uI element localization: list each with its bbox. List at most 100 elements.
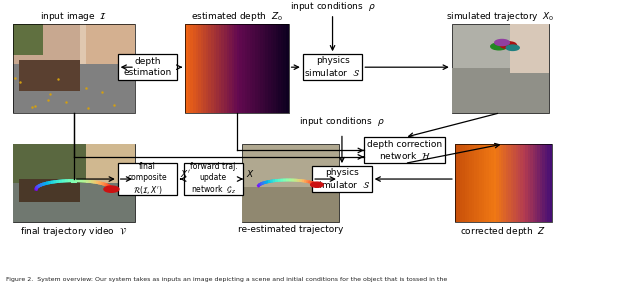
Bar — [486, 144, 489, 222]
Text: input conditions  $\rho$: input conditions $\rho$ — [299, 115, 385, 128]
Bar — [271, 24, 273, 113]
Text: physics
simulator  $\mathcal{S}$: physics simulator $\mathcal{S}$ — [314, 168, 370, 190]
Bar — [540, 144, 542, 222]
Bar — [273, 24, 276, 113]
Bar — [242, 24, 244, 113]
Bar — [13, 24, 135, 113]
Bar — [477, 144, 479, 222]
Bar — [472, 144, 474, 222]
Bar — [184, 163, 243, 195]
Bar — [364, 138, 445, 163]
Circle shape — [506, 45, 519, 51]
Bar — [550, 144, 552, 222]
Bar — [201, 24, 204, 113]
Bar — [462, 144, 465, 222]
Bar — [193, 24, 195, 113]
Bar — [252, 24, 255, 113]
Bar — [496, 144, 499, 222]
Text: depth
estimation: depth estimation — [124, 58, 172, 77]
Bar — [516, 144, 518, 222]
Bar — [452, 24, 549, 113]
Text: final trajectory video  $\mathcal{V}$: final trajectory video $\mathcal{V}$ — [20, 225, 127, 238]
Bar — [185, 24, 188, 113]
Bar — [224, 24, 227, 113]
Bar — [513, 144, 516, 222]
Bar — [518, 144, 520, 222]
Bar — [221, 24, 224, 113]
Bar — [452, 68, 549, 113]
Bar — [185, 24, 289, 113]
Text: simulated trajectory  $X_0$: simulated trajectory $X_0$ — [446, 10, 555, 23]
Bar — [523, 144, 525, 222]
Bar — [214, 24, 216, 113]
Bar — [247, 24, 250, 113]
Text: depth correction
network  $\mathcal{H}$: depth correction network $\mathcal{H}$ — [367, 140, 442, 161]
Bar — [234, 24, 237, 113]
Bar — [255, 24, 257, 113]
Text: input image  $\mathcal{I}$: input image $\mathcal{I}$ — [40, 10, 108, 23]
Bar — [219, 24, 221, 113]
Bar — [510, 24, 549, 73]
Bar — [545, 144, 547, 222]
Bar — [538, 144, 540, 222]
Text: forward traj.
update
network  $\mathcal{G}_z$: forward traj. update network $\mathcal{G… — [189, 162, 237, 196]
Bar — [535, 144, 538, 222]
Bar — [528, 144, 530, 222]
Bar — [19, 179, 80, 202]
Bar — [525, 144, 528, 222]
Text: physics
simulator  $\mathcal{S}$: physics simulator $\mathcal{S}$ — [305, 56, 360, 78]
Bar — [13, 183, 135, 222]
Bar — [13, 24, 80, 64]
Bar — [206, 24, 209, 113]
Bar — [501, 144, 504, 222]
Bar — [86, 24, 135, 86]
Bar — [532, 144, 535, 222]
Bar — [227, 24, 229, 113]
Bar — [457, 144, 460, 222]
Bar — [504, 144, 506, 222]
Text: estimated depth  $Z_0$: estimated depth $Z_0$ — [191, 10, 283, 23]
Text: input conditions  $\rho$: input conditions $\rho$ — [290, 0, 376, 12]
Bar — [239, 24, 242, 113]
Bar — [530, 144, 532, 222]
Bar — [13, 64, 135, 113]
Bar — [86, 144, 135, 183]
Bar — [190, 24, 193, 113]
Text: Figure 2.  System overview: Our system takes as inputs an image depicting a scen: Figure 2. System overview: Our system ta… — [6, 277, 447, 281]
Bar — [209, 24, 211, 113]
Bar — [484, 144, 486, 222]
Bar — [268, 24, 271, 113]
Bar — [242, 187, 339, 222]
Bar — [542, 144, 545, 222]
Circle shape — [310, 182, 323, 187]
Bar — [286, 24, 289, 113]
Bar — [492, 144, 493, 222]
Bar — [467, 144, 469, 222]
Bar — [198, 24, 201, 113]
Circle shape — [495, 40, 509, 46]
Bar — [13, 144, 135, 222]
Bar — [479, 144, 481, 222]
Bar — [204, 24, 206, 113]
Text: $X'$: $X'$ — [180, 168, 191, 179]
Bar — [13, 144, 86, 183]
Bar — [266, 24, 268, 113]
Circle shape — [104, 186, 119, 192]
Bar — [303, 54, 362, 80]
Bar — [232, 24, 234, 113]
Bar — [506, 144, 508, 222]
Bar — [118, 54, 177, 80]
Bar — [508, 144, 511, 222]
Bar — [284, 24, 286, 113]
Bar — [80, 24, 135, 64]
Bar — [520, 144, 523, 222]
Circle shape — [500, 42, 516, 49]
Bar — [229, 24, 232, 113]
Bar — [13, 24, 44, 55]
Bar — [474, 144, 477, 222]
Text: $X$: $X$ — [246, 168, 255, 179]
Bar — [195, 24, 198, 113]
Bar — [481, 144, 484, 222]
Bar — [511, 144, 513, 222]
Bar — [211, 24, 214, 113]
